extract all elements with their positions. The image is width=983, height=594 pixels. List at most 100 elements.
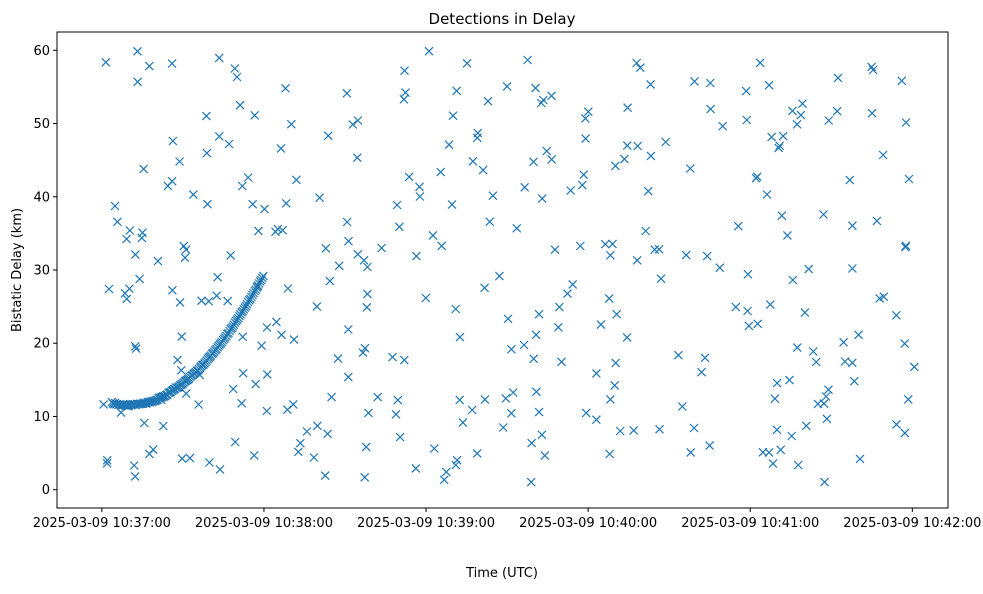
data-point <box>181 245 191 255</box>
data-point <box>271 317 281 327</box>
data-point <box>320 471 330 481</box>
data-point <box>204 296 214 306</box>
data-point <box>362 302 372 312</box>
data-point <box>485 217 495 227</box>
data-point <box>110 201 120 211</box>
data-point <box>315 193 325 203</box>
data-point <box>478 165 488 175</box>
data-point <box>139 418 149 428</box>
data-point <box>568 279 578 289</box>
data-point <box>788 275 798 285</box>
data-point <box>839 337 849 347</box>
data-point <box>610 380 620 390</box>
data-point <box>404 172 414 182</box>
data-point <box>215 464 225 474</box>
data-point <box>101 57 111 67</box>
data-point <box>116 408 126 418</box>
data-point <box>149 396 159 406</box>
data-point <box>203 199 212 209</box>
data-point <box>792 119 802 129</box>
data-point <box>441 467 451 477</box>
data-point <box>334 261 344 271</box>
data-point <box>455 332 465 342</box>
data-point <box>276 143 286 153</box>
data-point <box>167 285 177 295</box>
data-point <box>705 441 715 451</box>
data-point <box>214 131 224 141</box>
data-point <box>733 221 743 231</box>
data-point <box>758 447 768 457</box>
data-point <box>458 418 468 428</box>
data-point <box>629 425 639 435</box>
y-tick-label: 30 <box>33 264 50 279</box>
data-point <box>302 427 312 436</box>
data-point <box>362 289 372 299</box>
data-point <box>822 414 832 424</box>
data-point <box>909 362 919 372</box>
data-point <box>224 139 234 149</box>
data-point <box>444 140 454 150</box>
data-point <box>705 78 715 88</box>
data-point <box>502 81 512 91</box>
data-point <box>309 453 319 462</box>
data-point <box>503 314 513 324</box>
data-point <box>792 343 802 353</box>
data-point <box>581 408 591 418</box>
data-point <box>752 172 762 182</box>
data-point <box>135 274 145 284</box>
data-point <box>130 471 140 481</box>
data-point <box>777 211 787 221</box>
data-point <box>580 113 590 123</box>
data-point <box>731 302 741 312</box>
data-point <box>577 180 587 190</box>
data-point <box>400 66 409 76</box>
data-point <box>819 210 828 219</box>
data-point <box>235 100 245 110</box>
chart-title: Detections in Delay <box>429 10 576 28</box>
data-point <box>770 394 780 404</box>
data-point <box>223 296 233 306</box>
data-point <box>596 320 606 330</box>
data-point <box>421 293 431 303</box>
data-point <box>824 116 834 125</box>
data-point <box>342 217 352 227</box>
data-point <box>180 253 190 263</box>
data-point <box>99 399 109 409</box>
data-point <box>399 355 409 365</box>
data-point <box>176 365 186 375</box>
data-point <box>686 447 696 457</box>
data-point <box>362 262 372 272</box>
data-point <box>388 352 397 362</box>
data-point <box>776 445 786 455</box>
data-point <box>411 251 421 261</box>
data-point <box>144 61 154 71</box>
data-point <box>615 426 625 436</box>
data-point <box>467 405 477 415</box>
data-point <box>363 408 373 418</box>
data-point <box>867 62 877 72</box>
data-point <box>130 341 140 351</box>
data-point <box>611 358 621 368</box>
data-point <box>411 463 421 473</box>
data-point <box>133 77 143 87</box>
data-point <box>610 161 620 171</box>
data-point <box>804 264 814 274</box>
data-point <box>685 164 695 173</box>
data-point <box>361 442 371 452</box>
data-point <box>293 447 303 457</box>
x-axis-label: Time (UTC) <box>465 566 538 581</box>
data-point <box>282 405 292 415</box>
data-point <box>437 241 447 251</box>
data-point <box>352 153 362 163</box>
data-point <box>788 106 797 116</box>
data-point <box>373 392 383 402</box>
data-point <box>581 134 591 144</box>
data-point <box>506 344 516 354</box>
data-point <box>811 357 821 367</box>
data-point <box>175 157 185 166</box>
data-point <box>845 175 855 185</box>
data-point <box>112 217 122 227</box>
x-axis: 2025-03-09 10:37:00 2025-03-09 10:38:00 20… <box>33 508 981 531</box>
data-point <box>520 182 530 192</box>
data-point <box>133 46 142 56</box>
